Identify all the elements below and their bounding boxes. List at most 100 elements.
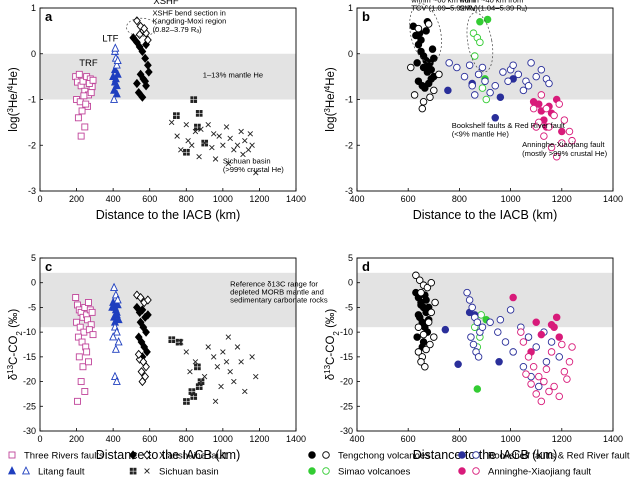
data-point-simao [473, 385, 482, 393]
data-point-bookshelf [445, 59, 453, 67]
data-point-tengchong [430, 333, 438, 341]
data-point-anninghe [555, 333, 563, 341]
data-point-trf [85, 326, 93, 334]
data-point-tengchong [426, 340, 434, 349]
legend-marker-litang [21, 466, 31, 475]
data-point-tengchong [414, 348, 423, 356]
legend-marker-litang [7, 466, 17, 475]
data-point-xsh [143, 310, 152, 320]
data-point-anninghe [517, 328, 525, 336]
x-axis-label: Distance to the IACB (km) [96, 448, 241, 462]
panel-d: 400 600 800 1000 1200 1400 -30 -25 -20 -15 -10 -5 0 5… [323, 253, 624, 462]
y-tick-label: 5 [31, 253, 36, 263]
data-point-litang [110, 64, 119, 74]
annotation: depleted MORB mantle and [230, 288, 324, 297]
data-point-sichuan [188, 388, 196, 395]
legend-item: Simao volcanoes [308, 467, 411, 478]
legend-marker-bookshelf [472, 451, 480, 459]
data-point-tengchong [410, 91, 419, 99]
annotation: Sichuan basin [223, 157, 271, 166]
data-point-sichuan [249, 142, 255, 148]
data-point-anninghe [509, 293, 517, 302]
x-tick-label: 400 [106, 434, 121, 444]
data-point-sichuan [190, 393, 198, 400]
data-point-simao [483, 15, 492, 24]
annotation: LTF [102, 33, 118, 44]
data-point-litang [113, 300, 122, 309]
data-point-bookshelf [468, 82, 476, 90]
annotation: TRF [79, 58, 98, 69]
data-point-xsh [142, 327, 150, 337]
data-point-sichuan [174, 133, 180, 139]
y-axis-label: log(3He/4He) [323, 67, 338, 132]
x-tick-label: 800 [179, 194, 194, 204]
legend-label: Sichuan basin [159, 467, 219, 478]
data-point-sichuan [253, 169, 259, 176]
legend-item: Sichuan basin [129, 467, 219, 478]
highlight-ellipse [409, 3, 442, 64]
data-point-xsh [138, 305, 147, 315]
legend-marker-anninghe [458, 467, 466, 475]
data-point-litang [113, 69, 122, 78]
data-point-tengchong [417, 288, 425, 297]
data-point-sichuan [195, 110, 203, 117]
x-tick-label: 600 [142, 194, 157, 204]
data-point-simao [476, 17, 484, 26]
data-point-anninghe [545, 123, 553, 131]
data-point-bookshelf [506, 306, 515, 314]
data-point-sichuan [212, 398, 219, 405]
data-point-bookshelf [474, 70, 483, 79]
legend-item: Anninghe-Xiaojiang fault [458, 467, 591, 478]
data-point-anninghe [555, 392, 563, 401]
data-point-anninghe [532, 390, 540, 398]
data-point-sichuan [210, 354, 217, 360]
legend-marker-xsh [143, 450, 151, 460]
data-point-anninghe [552, 313, 561, 322]
data-point-litang [112, 376, 121, 385]
y-tick-label: -5 [345, 302, 353, 312]
data-point-tengchong [422, 27, 430, 35]
annotation: within ~60 km from [410, 0, 475, 5]
y-tick-label: -10 [340, 327, 353, 337]
y-tick-label: -10 [23, 327, 36, 337]
x-tick-label: 600 [142, 434, 157, 444]
legend-marker-anninghe [472, 467, 480, 475]
data-point-sichuan [231, 378, 237, 385]
data-point-sichuan [234, 142, 241, 148]
data-point-tengchong [418, 104, 427, 113]
data-point-tengchong [424, 318, 433, 327]
data-point-bookshelf [532, 343, 540, 351]
data-point-bookshelf [453, 63, 461, 72]
legend-marker-simao [322, 467, 330, 475]
data-points [72, 16, 259, 176]
data-point-xsh [143, 347, 151, 357]
data-point-bookshelf [545, 79, 553, 88]
data-point-xsh [144, 67, 153, 77]
data-point-sichuan [216, 133, 222, 139]
x-tick-label: 400 [349, 194, 364, 204]
panel-b: 400 600 800 1000 1200 1400 -3 -2 -1 0 1 Distance to… [323, 0, 624, 222]
data-point-anninghe [535, 372, 543, 381]
data-point-anninghe [560, 116, 569, 124]
data-point-anninghe [550, 323, 558, 331]
data-point-tengchong [424, 20, 433, 28]
data-point-bookshelf [463, 288, 471, 297]
data-point-sichuan [253, 373, 259, 380]
data-point-tengchong [423, 283, 432, 292]
x-tick-label: 1200 [249, 194, 269, 204]
y-tick-label: -3 [28, 186, 36, 196]
data-point-bookshelf [535, 382, 543, 391]
data-point-trf [73, 318, 81, 326]
data-point-litang [113, 295, 122, 304]
data-point-bookshelf [478, 63, 487, 72]
data-point-anninghe [529, 104, 538, 113]
y-tick-label: 0 [348, 49, 353, 59]
panel-letter: a [45, 9, 53, 24]
data-point-anninghe [547, 143, 556, 152]
data-point-trf [74, 397, 81, 405]
data-point-bookshelf [527, 59, 535, 67]
annotation: sedimentary carbonate rocks [230, 295, 328, 304]
annotation: Kangding-Moxi region [152, 17, 226, 26]
data-point-xsh [138, 46, 147, 57]
